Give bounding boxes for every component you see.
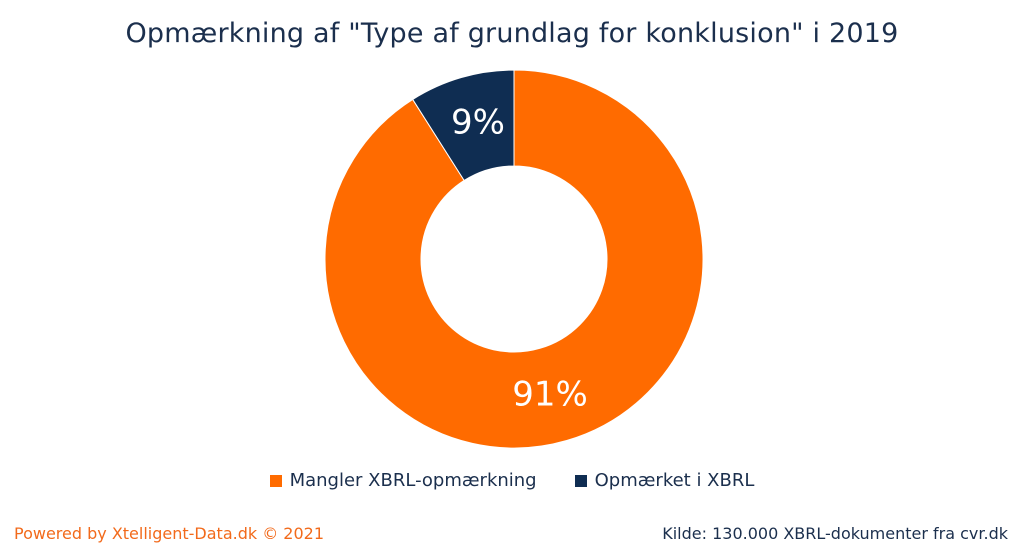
legend-swatch-opmaerket [574,474,587,487]
source-text: Kilde: 130.000 XBRL-dokumenter fra cvr.d… [662,524,1008,543]
powered-by-text: Powered by Xtelligent-Data.dk © 2021 [14,524,325,543]
chart-title: Opmærkning af "Type af grundlag for konk… [125,18,899,49]
legend-item-mangler: Mangler XBRL-opmærkning [269,470,537,491]
slice-label-opmaerket: 9% [451,103,505,143]
slice-label-mangler: 91% [512,375,588,415]
legend-swatch-mangler [269,474,282,487]
legend-label-mangler: Mangler XBRL-opmærkning [289,470,537,491]
legend: Mangler XBRL-opmærkning Opmærket i XBRL [0,470,1024,491]
slice-mangler [324,69,704,449]
slice-opmaerket [412,69,515,182]
legend-item-opmaerket: Opmærket i XBRL [574,470,755,491]
legend-label-opmaerket: Opmærket i XBRL [594,470,755,491]
